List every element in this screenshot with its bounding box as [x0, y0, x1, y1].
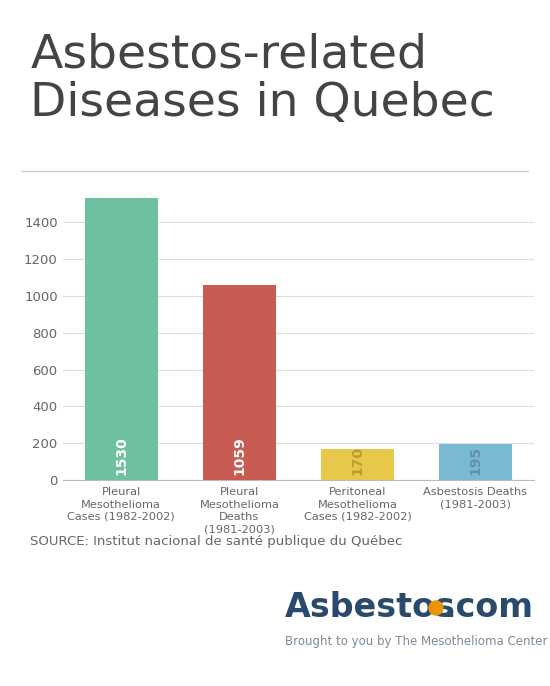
Bar	[321, 449, 394, 480]
Text: Asbestos: Asbestos	[285, 591, 456, 624]
Bar	[439, 445, 512, 480]
Text: 1530: 1530	[114, 436, 128, 475]
Text: SOURCE: Institut nacional de santé publique du Québec: SOURCE: Institut nacional de santé publi…	[30, 535, 403, 548]
Text: Brought to you by The Mesothelioma Center: Brought to you by The Mesothelioma Cente…	[285, 635, 547, 648]
Bar	[203, 285, 276, 480]
Text: 1059: 1059	[232, 436, 246, 475]
Circle shape	[429, 601, 443, 615]
Text: 195: 195	[469, 445, 482, 475]
Text: .com: .com	[444, 591, 534, 624]
Text: 170: 170	[350, 446, 365, 475]
Bar	[85, 198, 158, 480]
Text: Asbestos-related
Diseases in Quebec: Asbestos-related Diseases in Quebec	[30, 32, 495, 126]
